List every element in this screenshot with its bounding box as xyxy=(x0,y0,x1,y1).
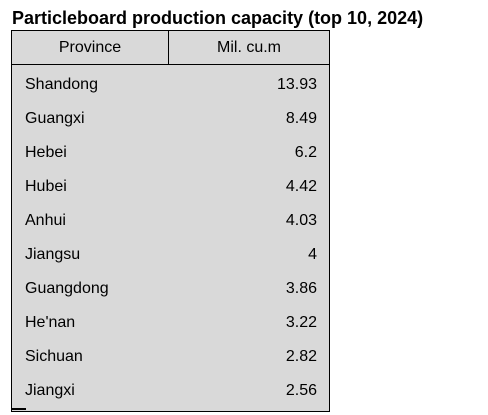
table-row: Sichuan 2.82 xyxy=(12,340,329,374)
value-cell: 4.03 xyxy=(285,212,317,229)
table-row: Hubei 4.42 xyxy=(12,170,329,204)
chart-title: Particleboard production capacity (top 1… xyxy=(12,8,424,28)
province-cell: Jiangxi xyxy=(25,382,75,399)
cut-off-text-fragment xyxy=(12,408,26,415)
value-cell: 3.86 xyxy=(285,280,317,297)
value-cell: 6.2 xyxy=(294,144,317,161)
value-cell: 13.93 xyxy=(276,76,317,93)
value-cell: 8.49 xyxy=(285,110,317,127)
value-cell: 4 xyxy=(308,246,317,263)
province-cell: Shandong xyxy=(25,76,98,93)
province-cell: Guangxi xyxy=(25,110,85,127)
province-cell: Sichuan xyxy=(25,348,83,365)
table-row: Shandong 13.93 xyxy=(12,68,329,102)
table-header: Province Mil. cu.m xyxy=(12,31,329,65)
table-row: Guangdong 3.86 xyxy=(12,272,329,306)
province-cell: Jiangsu xyxy=(25,246,81,263)
column-header-value: Mil. cu.m xyxy=(217,38,281,56)
table-row: Guangxi 8.49 xyxy=(12,102,329,136)
province-cell: Hubei xyxy=(25,178,67,195)
province-cell: Hebei xyxy=(25,144,67,161)
table-row: Jiangsu 4 xyxy=(12,238,329,272)
value-cell: 2.82 xyxy=(285,348,317,365)
table-body: Shandong 13.93 Guangxi 8.49 Hebei 6.2 Hu… xyxy=(12,65,329,411)
value-cell: 2.56 xyxy=(285,382,317,399)
value-cell: 3.22 xyxy=(285,314,317,331)
table-row: Hebei 6.2 xyxy=(12,136,329,170)
province-cell: Anhui xyxy=(25,212,66,229)
province-cell: He'nan xyxy=(25,314,76,331)
value-cell: 4.42 xyxy=(285,178,317,195)
province-cell: Guangdong xyxy=(25,280,109,297)
table-row: He'nan 3.22 xyxy=(12,306,329,340)
table-row: Anhui 4.03 xyxy=(12,204,329,238)
table-row: Jiangxi 2.56 xyxy=(12,374,329,408)
data-table: Province Mil. cu.m Shandong 13.93 Guangx… xyxy=(11,30,330,412)
column-header-province: Province xyxy=(12,31,169,64)
